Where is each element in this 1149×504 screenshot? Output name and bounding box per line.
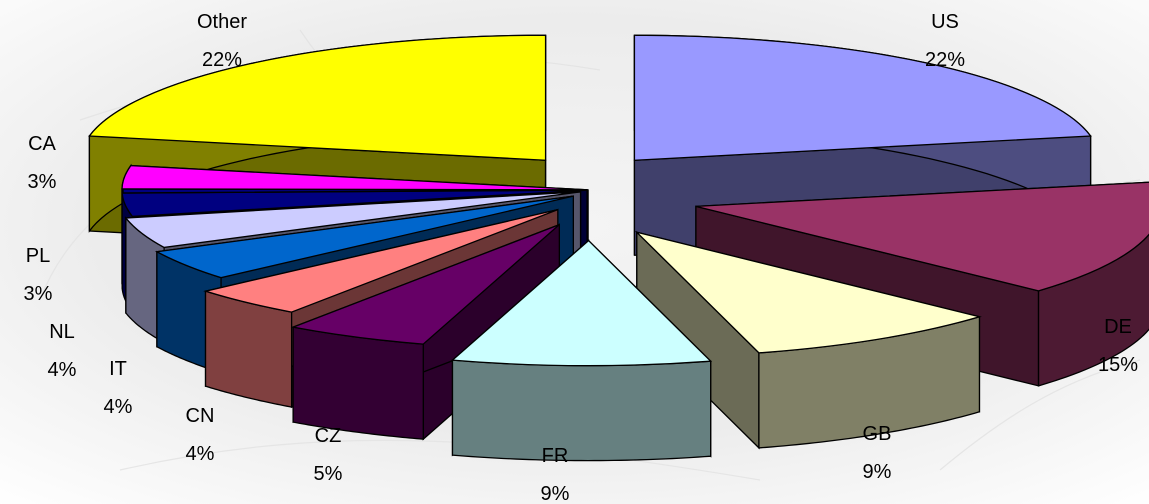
slice-label-name: IT [109,358,127,380]
slice-pl [121,189,588,218]
slice-label-value: 4% [104,396,133,418]
slice-label-name: CZ [315,425,342,447]
pie-slice-tops [88,34,1149,367]
slice-fr [450,239,713,367]
slice-label-value: 22% [202,49,242,71]
slice-ca [121,164,588,191]
slice-label-name: NL [49,321,75,343]
slice-label-value: 3% [24,283,53,305]
slice-label-value: 5% [314,463,343,485]
slice-other [88,34,547,161]
slice-label-name: US [931,11,959,33]
slice-label-value: 15% [1098,354,1138,376]
slice-label-value: 9% [541,483,570,504]
slice-de [695,181,1149,292]
slice-it [154,195,574,279]
slice-cn [203,208,559,313]
pie-labels: US 22% DE 15% GB 9% FR 9% CZ 5% CN 4% IT 4% NL 4% PL 3% CA… [24,11,1139,504]
slice-rim [451,359,712,462]
slice-label-name: GB [863,423,892,445]
slice-cz [290,224,560,345]
slice-label-value: 4% [186,443,215,465]
slice-label-value: 4% [48,359,77,381]
slice-label-name: FR [542,445,569,467]
slice-label-value: 3% [28,171,57,193]
slice-rim [292,326,424,440]
slice-label-value: 9% [863,461,892,483]
slice-label-name: CA [28,133,56,155]
slice-label-name: DE [1104,316,1132,338]
slice-us [633,34,1092,161]
slice-label-value: 22% [925,49,965,71]
slice-nl [124,191,581,249]
slice-rim [1037,233,1149,387]
slice-gb [634,231,982,354]
slice-label-name: Other [197,11,247,33]
slice-label-name: PL [26,245,50,267]
slice-label-name: CN [186,405,215,427]
